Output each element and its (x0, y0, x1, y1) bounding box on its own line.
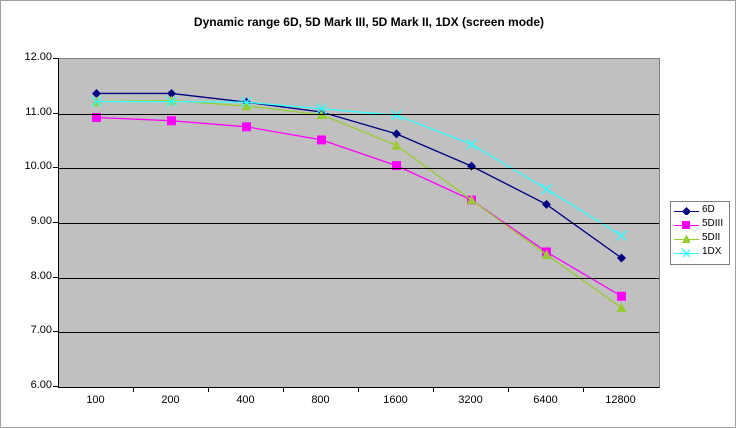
data-point (617, 291, 626, 301)
data-point (316, 103, 327, 115)
y-axis-tick-mark (53, 386, 58, 387)
x-axis-tick-label: 100 (86, 394, 105, 406)
y-axis-tick-label: 12.00 (24, 51, 52, 63)
y-axis-tick-mark (53, 113, 58, 114)
y-axis-tick-label: 6.00 (30, 379, 52, 391)
data-point (241, 96, 252, 108)
data-point (392, 129, 401, 139)
x-axis-tick-label: 1600 (383, 394, 408, 406)
chart-legend: 6D 5DIII 5DII 1DX (670, 201, 730, 265)
data-point (92, 88, 101, 98)
gridline (59, 332, 659, 333)
data-point (167, 88, 176, 98)
legend-label: 6D (702, 204, 715, 215)
data-point (466, 195, 477, 205)
y-axis-tick-mark (53, 277, 58, 278)
legend-item-5dii[interactable]: 5DII (671, 232, 729, 247)
y-axis-tick-mark (53, 58, 58, 59)
data-point (92, 112, 101, 122)
series-1dx (91, 96, 627, 242)
legend-item-1dx[interactable]: 1DX (671, 246, 729, 261)
data-point (616, 230, 627, 242)
series-layer (91, 88, 627, 312)
gridline (59, 168, 659, 169)
legend-marker-x-icon (681, 248, 690, 257)
legend-label: 5DII (702, 232, 721, 243)
data-point (541, 249, 552, 259)
x-axis-tick-mark (283, 387, 284, 392)
y-axis-tick-label: 8.00 (30, 269, 52, 282)
data-point (166, 95, 177, 105)
data-point (466, 138, 477, 150)
data-point (617, 253, 626, 263)
x-axis-tick-label: 6400 (533, 394, 558, 406)
x-axis-tick-mark (433, 387, 434, 392)
data-point (317, 135, 326, 145)
legend-label: 1DX (702, 246, 722, 257)
legend-item-5diii[interactable]: 5DIII (671, 218, 729, 233)
legend-marker-triangle-icon (681, 234, 690, 243)
y-axis-tick-label: 9.00 (30, 215, 52, 227)
x-axis-tick-mark (583, 387, 584, 392)
data-point (467, 161, 476, 171)
legend-marker-diamond-icon (682, 207, 690, 215)
x-axis-tick-label: 400 (236, 394, 255, 406)
data-point (542, 199, 551, 209)
series-line (96, 116, 622, 297)
x-axis-tick-label: 800 (311, 394, 330, 406)
legend-marker-square-icon (682, 221, 690, 229)
y-axis-tick-mark (53, 222, 58, 223)
y-axis-tick-label: 7.00 (30, 324, 52, 337)
data-point (242, 122, 251, 132)
series-line (96, 92, 622, 259)
x-axis-tick-mark (133, 387, 134, 392)
x-axis-tick-label: 3200 (458, 394, 483, 406)
y-axis-tick-label: 10.00 (24, 160, 52, 173)
x-axis-tick-label: 12800 (605, 394, 636, 406)
data-point (391, 140, 402, 150)
x-axis-tick-mark (208, 387, 209, 392)
y-axis-tick-mark (53, 167, 58, 168)
legend-item-6d[interactable]: 6D (671, 204, 729, 219)
data-point (391, 109, 402, 121)
data-point (167, 116, 176, 126)
gridline (59, 114, 659, 115)
series-line (96, 100, 622, 237)
gridline (59, 223, 659, 224)
y-axis-tick-mark (53, 331, 58, 332)
data-point (392, 161, 401, 171)
data-point (91, 96, 102, 108)
legend-label: 5DIII (702, 218, 724, 229)
x-axis-tick-mark (358, 387, 359, 392)
x-axis-tick-mark (508, 387, 509, 392)
plot-area (58, 58, 660, 388)
data-point (166, 96, 177, 108)
x-axis-tick-label: 200 (161, 394, 180, 406)
y-axis-tick-label: 11.00 (25, 105, 52, 118)
data-point (616, 302, 627, 312)
gridline (59, 278, 659, 279)
data-point (541, 183, 552, 195)
chart-title: Dynamic range 6D, 5D Mark III, 5D Mark I… (193, 15, 545, 29)
data-point (241, 101, 252, 111)
